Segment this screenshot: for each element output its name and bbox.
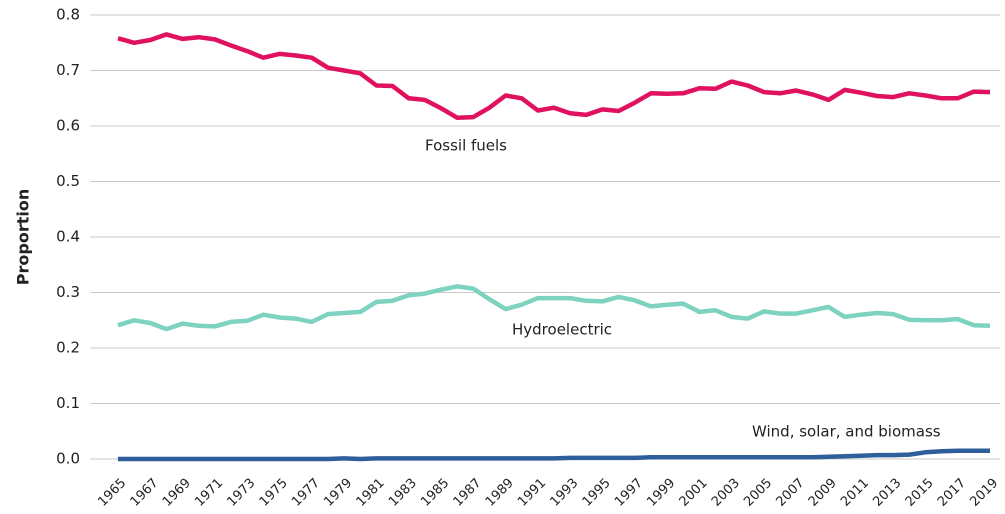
- y-tick-label: 0.3: [56, 283, 80, 301]
- x-tick-label: 1989: [483, 476, 517, 510]
- x-tick-label: 2005: [741, 476, 775, 510]
- x-tick-label: 1979: [321, 476, 355, 510]
- y-tick-label: 0.5: [56, 172, 80, 190]
- y-tick-label: 0.7: [56, 61, 80, 79]
- x-tick-label: 2001: [677, 476, 711, 510]
- x-tick-label: 1971: [192, 476, 226, 510]
- y-tick-label: 0.1: [56, 394, 80, 412]
- y-tick-label: 0.4: [56, 228, 80, 246]
- x-tick-label: 1981: [354, 476, 388, 510]
- x-tick-label: 1987: [451, 476, 485, 510]
- x-tick-label: 2003: [709, 476, 743, 510]
- series-label: Hydroelectric: [512, 321, 612, 339]
- x-tick-label: 1965: [95, 476, 129, 510]
- series-line: [118, 448, 990, 462]
- y-tick-label: 0.2: [56, 339, 80, 357]
- x-tick-label: 1967: [128, 476, 162, 510]
- x-tick-label: 1997: [612, 476, 646, 510]
- y-tick-label: 0.6: [56, 117, 80, 135]
- x-tick-label: 1993: [547, 476, 581, 510]
- x-tick-label: 1983: [386, 476, 420, 510]
- y-tick-label: 0.0: [56, 450, 80, 468]
- x-tick-label: 2019: [967, 476, 1001, 510]
- x-tick-label: 2015: [903, 476, 937, 510]
- y-axis-title: Proportion: [14, 189, 33, 285]
- x-tick-label: 2011: [838, 476, 872, 510]
- series-line: [117, 284, 991, 332]
- x-tick-label: 1991: [515, 476, 549, 510]
- x-tick-label: 1977: [289, 476, 323, 510]
- series-label: Fossil fuels: [425, 137, 507, 155]
- x-tick-label: 2009: [806, 476, 840, 510]
- x-tick-label: 1995: [580, 476, 614, 510]
- series-label: Wind, solar, and biomass: [752, 423, 941, 441]
- x-tick-label: 2013: [870, 476, 904, 510]
- x-tick-label: 2017: [935, 476, 969, 510]
- x-tick-label: 1985: [418, 476, 452, 510]
- x-tick-label: 1969: [160, 476, 194, 510]
- x-tick-label: 2007: [774, 476, 808, 510]
- x-tick-label: 1973: [224, 476, 258, 510]
- x-tick-label: 1999: [644, 476, 678, 510]
- y-tick-label: 0.8: [56, 6, 80, 24]
- x-tick-label: 1975: [257, 476, 291, 510]
- series-line: [117, 32, 991, 120]
